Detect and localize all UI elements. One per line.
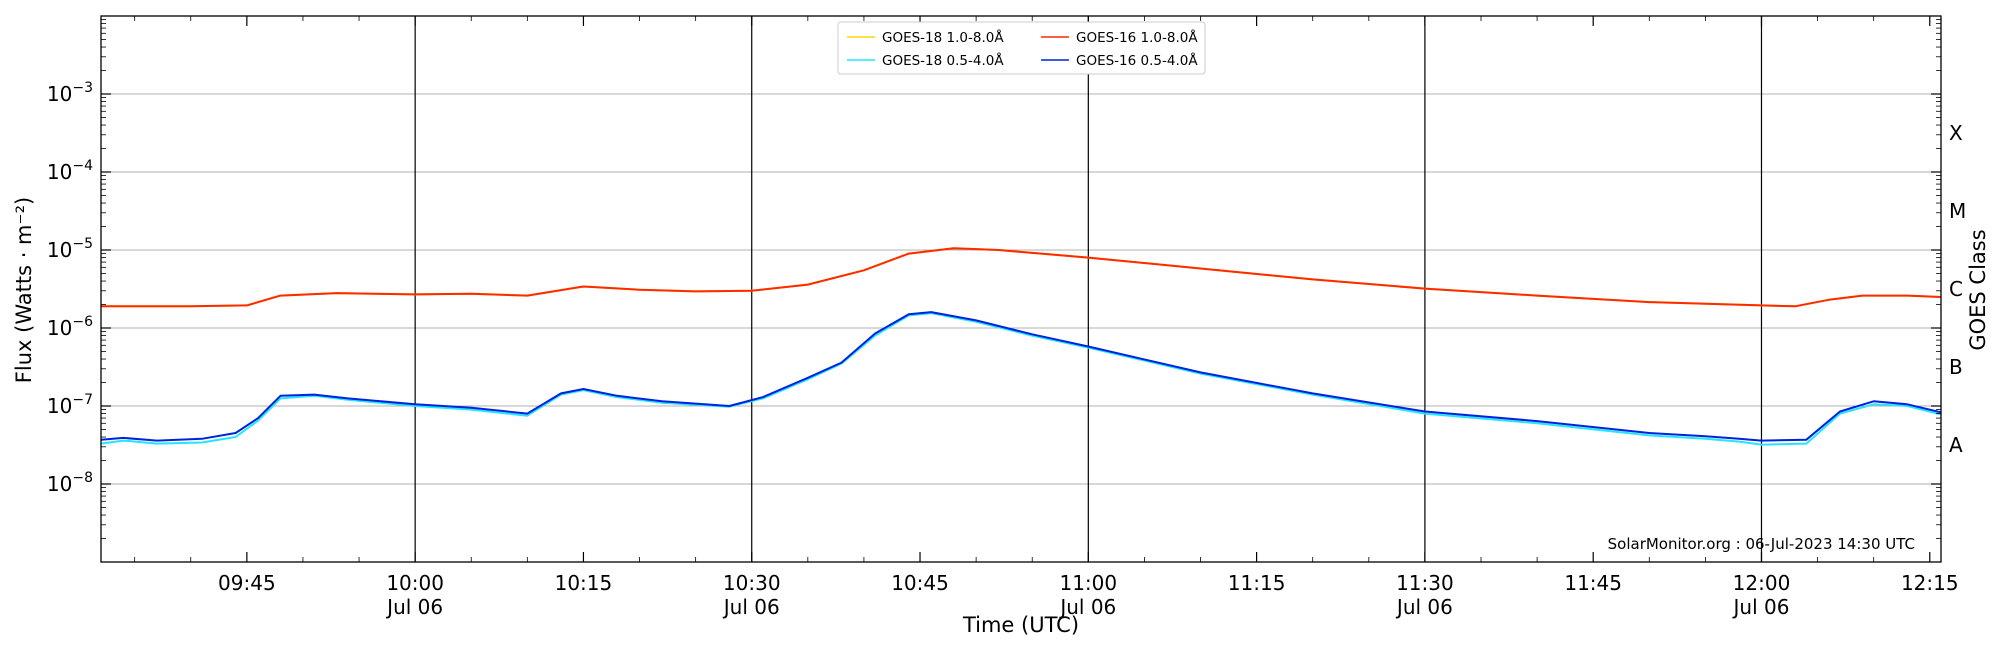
- series-line-3: [100, 311, 1942, 442]
- series-line-0: [101, 247, 1942, 308]
- y-tick-label: 10−4: [47, 158, 93, 184]
- x-tick-date: Jul 06: [1395, 595, 1453, 619]
- horizontal-gridlines: [101, 93, 1941, 485]
- x-tick-label: 11:30: [1396, 571, 1454, 595]
- y2-axis-label: GOES Class: [1966, 229, 1990, 350]
- legend-entry: GOES-18 1.0-8.0Å: [882, 29, 1004, 46]
- goes-class-label: X: [1949, 121, 1963, 145]
- x-tick-label: 12:15: [1901, 571, 1959, 595]
- x-tick-label: 10:15: [555, 571, 613, 595]
- legend-box: [837, 21, 1206, 75]
- x-tick-label: 10:45: [891, 571, 949, 595]
- x-tick-date: Jul 06: [1058, 595, 1116, 619]
- legend-entry: GOES-18 0.5-4.0Å: [882, 52, 1004, 69]
- plot-area-frame: [100, 15, 1942, 563]
- y-axis-ticks: 10−8 10−7 10−6 10−5 10−4 10−3: [47, 19, 1941, 539]
- goes-class-label: C: [1949, 277, 1963, 301]
- series-lines: [100, 247, 1942, 446]
- y-axis-label: Flux (Watts · m⁻²): [12, 197, 36, 383]
- y-tick-label: 10−6: [47, 314, 93, 340]
- x-tick-date: Jul 06: [722, 595, 780, 619]
- legend: GOES-18 1.0-8.0Å GOES-18 0.5-4.0Å GOES-16 …: [837, 21, 1206, 75]
- x-axis-label: Time (UTC): [962, 613, 1079, 637]
- x-tick-label: 11:45: [1564, 571, 1622, 595]
- y-tick-label: 10−8: [47, 470, 93, 496]
- goes-class-label: B: [1949, 355, 1963, 379]
- x-tick-label: 11:00: [1059, 571, 1117, 595]
- y-tick-label: 10−5: [47, 236, 93, 262]
- goes-class-label: A: [1949, 433, 1963, 457]
- y-tick-label: 10−7: [47, 392, 93, 418]
- x-tick-label: 10:30: [723, 571, 781, 595]
- legend-entry: GOES-16 0.5-4.0Å: [1076, 52, 1198, 69]
- x-tick-label: 09:45: [218, 571, 276, 595]
- x-tick-date: Jul 06: [1732, 595, 1790, 619]
- x-tick-date: Jul 06: [385, 595, 443, 619]
- y-tick-label: 10−3: [47, 80, 93, 106]
- series-line-2: [100, 312, 1942, 446]
- x-tick-label: 10:00: [386, 571, 444, 595]
- goes-class-label: M: [1949, 199, 1966, 223]
- goes-class-labels: A B C M X: [1949, 121, 1966, 457]
- x-tick-label: 11:15: [1228, 571, 1286, 595]
- day-marker-lines: [414, 16, 1763, 562]
- series-line-1: [101, 247, 1942, 308]
- credit-text: SolarMonitor.org : 06-Jul-2023 14:30 UTC: [1608, 535, 1915, 553]
- legend-entry: GOES-16 1.0-8.0Å: [1076, 29, 1198, 46]
- x-tick-label: 12:00: [1733, 571, 1791, 595]
